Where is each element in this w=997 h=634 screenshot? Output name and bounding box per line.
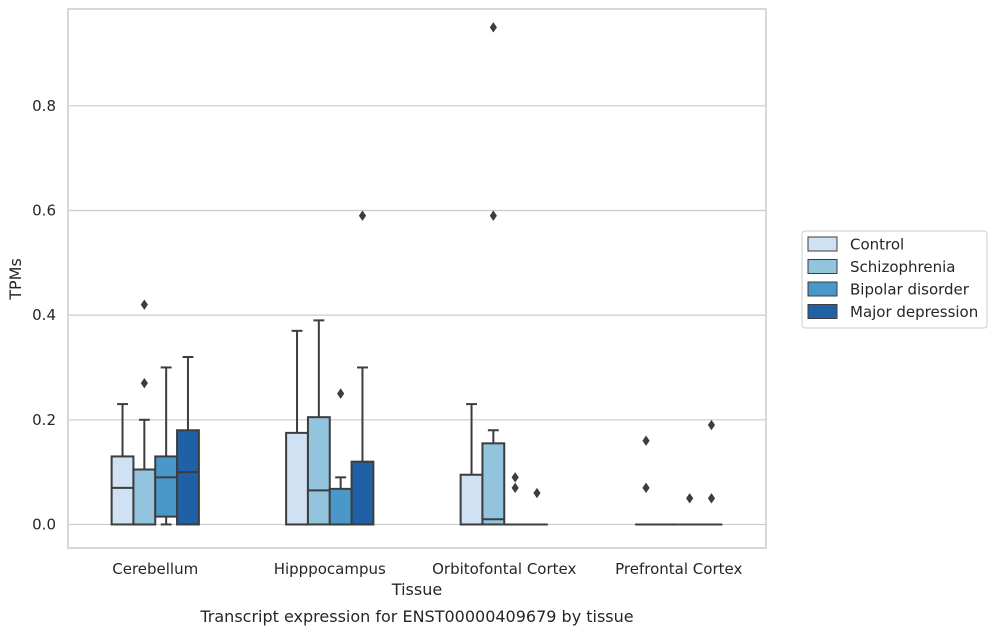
outlier-point — [337, 388, 345, 399]
box-body — [110, 455, 135, 526]
box-body — [328, 487, 353, 526]
legend-items: Control Schizophrenia Bipolar disorder Majo… — [807, 236, 978, 321]
legend-swatch — [807, 281, 838, 297]
plot-area-frame — [67, 8, 767, 549]
x-tick-label: Hipppocampus — [274, 560, 386, 578]
box-major-depression — [350, 210, 375, 526]
box-bipolar-disorder — [678, 493, 701, 526]
box-control — [635, 435, 657, 526]
outlier-point — [511, 472, 519, 483]
box-body — [176, 429, 200, 526]
box-body — [350, 460, 375, 526]
outlier-point — [140, 299, 148, 310]
outlier-point — [489, 210, 497, 221]
x-axis-title: Tissue — [391, 580, 442, 599]
box-bipolar-disorder — [154, 366, 179, 526]
legend-swatch — [807, 236, 838, 252]
y-tick-label: 0.2 — [32, 411, 56, 429]
box-control — [459, 403, 484, 526]
outlier-point — [511, 482, 519, 494]
legend-swatch — [807, 304, 838, 319]
box-body — [459, 473, 484, 526]
outlier-point — [140, 377, 148, 389]
outlier-point — [642, 435, 650, 446]
box-body — [285, 431, 309, 526]
legend: Control Schizophrenia Bipolar disorder Majo… — [801, 230, 988, 329]
legend-label: Major depression — [850, 303, 978, 321]
box-body — [306, 416, 331, 526]
legend-label: Schizophrenia — [850, 258, 955, 276]
box-schizophrenia — [481, 22, 506, 526]
legend-swatch — [807, 259, 838, 274]
box-control — [110, 403, 135, 526]
x-tick-label: Cerebellum — [112, 560, 198, 578]
y-axis-title: TPMs — [6, 258, 25, 301]
box-body — [154, 455, 179, 518]
box-major-depression — [176, 355, 200, 526]
box-schizophrenia — [306, 319, 331, 526]
y-tick-labels: 0.0 0.2 0.4 0.6 0.8 — [32, 97, 56, 534]
box-bipolar-disorder — [328, 388, 353, 526]
x-tick-labels: Cerebellum Hipppocampus Orbitofontal Corte… — [112, 560, 742, 578]
box-bipolar-disorder — [504, 472, 527, 526]
box-schizophrenia — [132, 299, 157, 526]
legend-label: Bipolar disorder — [850, 281, 970, 299]
outlier-point — [686, 493, 694, 504]
outlier-point — [358, 210, 367, 221]
outlier-point — [707, 493, 716, 504]
box-major-depression — [700, 419, 723, 526]
box-body — [481, 442, 506, 526]
box-control — [285, 329, 309, 526]
outlier-point — [707, 419, 716, 431]
y-tick-label: 0.6 — [32, 201, 56, 219]
outlier-point — [642, 482, 650, 494]
x-tick-label: Orbitofontal Cortex — [432, 560, 576, 578]
outlier-point — [489, 22, 497, 33]
box-major-depression — [526, 487, 548, 526]
outlier-point — [533, 487, 541, 499]
chart-caption: Transcript expression for ENST0000040967… — [199, 607, 633, 626]
boxes-layer — [110, 22, 723, 526]
legend-label: Control — [850, 236, 904, 254]
legend-frame — [801, 230, 988, 329]
y-tick-label: 0.8 — [32, 97, 56, 115]
box-body — [132, 468, 157, 526]
x-tick-label: Prefrontal Cortex — [615, 560, 742, 578]
y-tick-label: 0.0 — [32, 515, 56, 533]
y-tick-label: 0.4 — [32, 306, 56, 324]
